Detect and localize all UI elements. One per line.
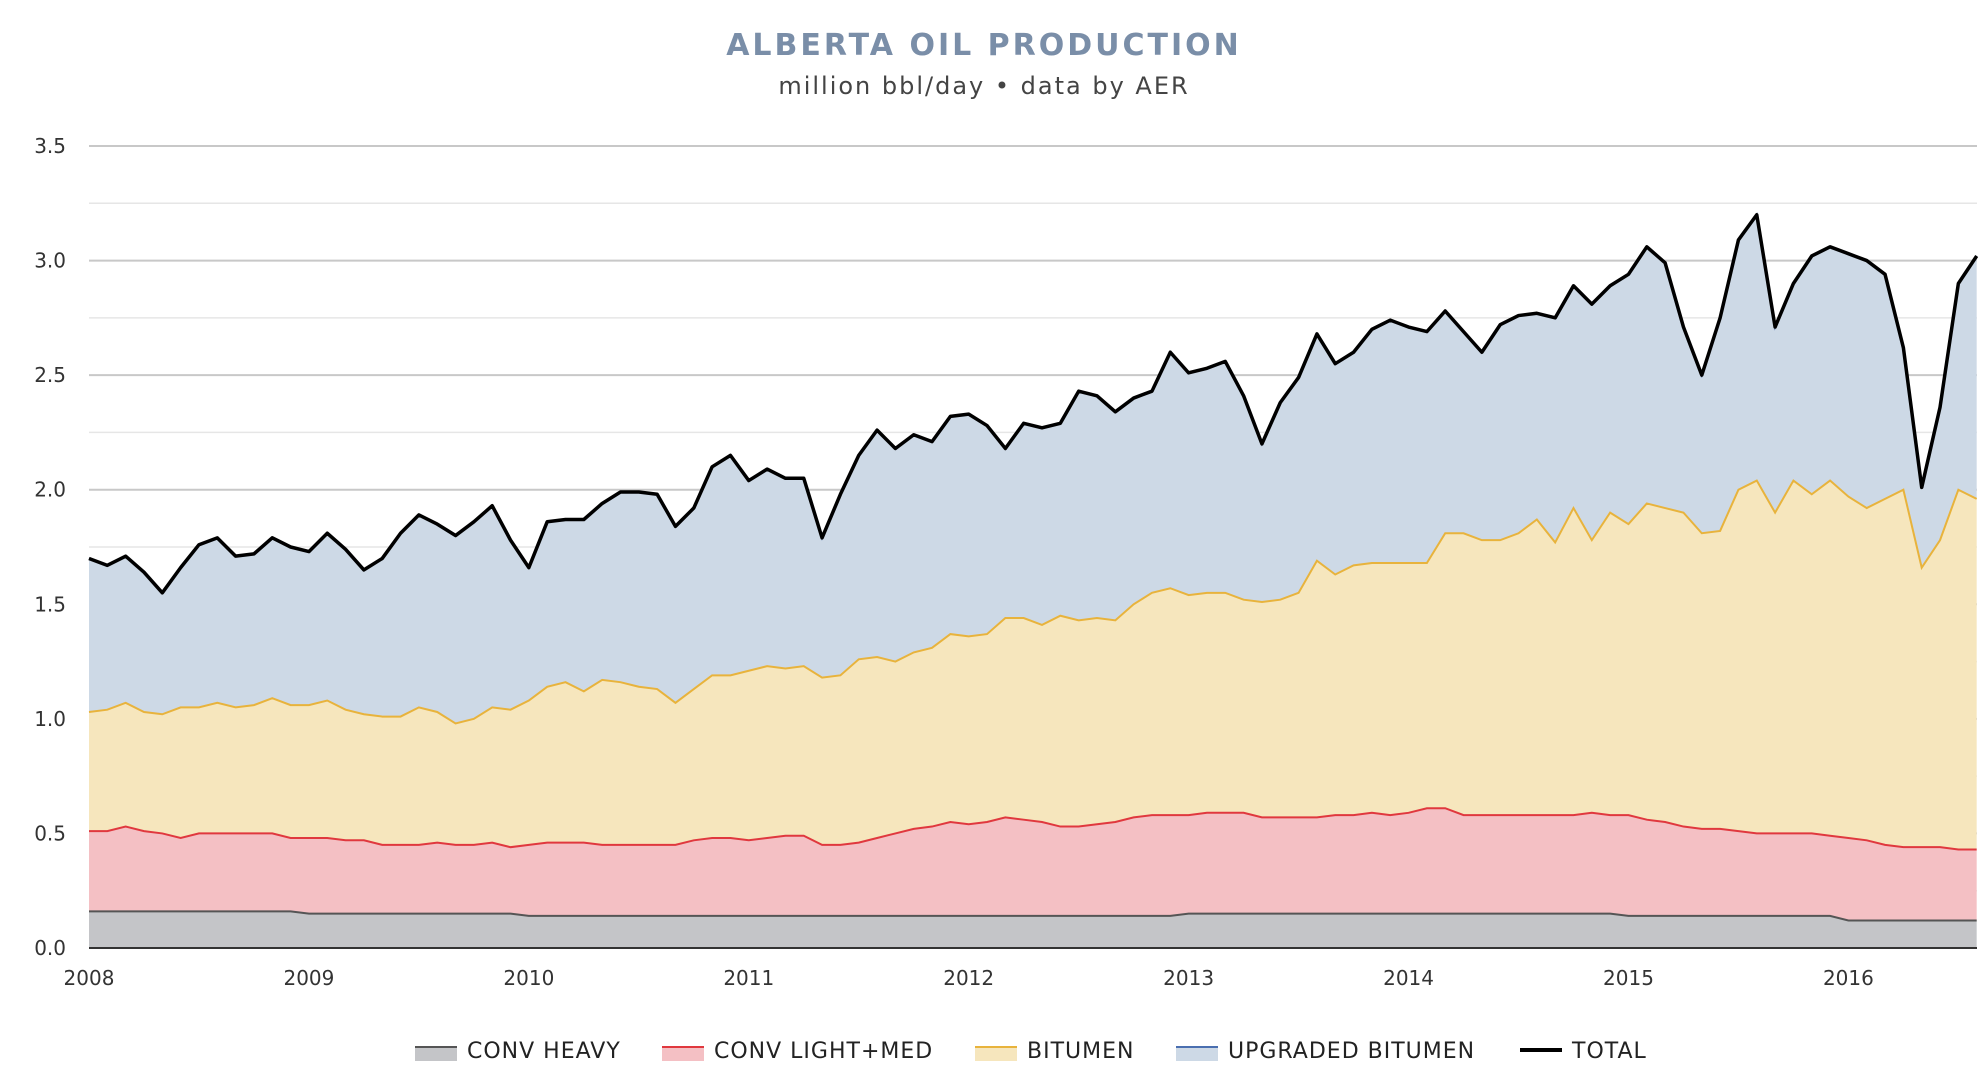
area-conv-light-med [89, 808, 1977, 921]
x-tick-label: 2015 [1603, 966, 1654, 990]
line-conv-heavy [89, 910, 1977, 922]
x-axis: 2008 2009 2010 2011 2012 2013 2014 2015 2016 [64, 947, 1977, 990]
legend-label: TOTAL [1571, 1039, 1647, 1064]
legend-swatch [415, 1047, 457, 1061]
line-conv-light-med [89, 807, 1977, 851]
y-tick-label: 0.5 [34, 821, 66, 845]
y-tick-label: 3.0 [34, 249, 66, 273]
legend-item: UPGRADED BITUMEN [1176, 1039, 1475, 1064]
area-conv-heavy [89, 911, 1977, 948]
y-axis: 0.0 0.5 1.0 1.5 2.0 2.5 3.0 3.5 [34, 134, 66, 960]
x-tick-label: 2010 [503, 966, 554, 990]
x-tick-label: 2013 [1163, 966, 1214, 990]
y-tick-label: 2.5 [34, 363, 66, 387]
x-tick-label: 2011 [723, 966, 774, 990]
x-tick-label: 2016 [1823, 966, 1874, 990]
legend-item: CONV LIGHT+MED [662, 1039, 933, 1064]
line-bitumen [88, 479, 1978, 725]
legend-label: UPGRADED BITUMEN [1228, 1039, 1475, 1064]
area-upgraded-bitumen [89, 214, 1977, 724]
legend-label: BITUMEN [1027, 1039, 1134, 1064]
chart-title: ALBERTA OIL PRODUCTION [726, 28, 1242, 63]
series-lines [88, 212, 1979, 922]
chart-subtitle: million bbl/day • data by AER [778, 72, 1189, 100]
y-tick-label: 0.0 [34, 936, 66, 960]
y-tick-label: 2.0 [34, 478, 66, 502]
x-tick-label: 2014 [1383, 966, 1434, 990]
area-bitumen [89, 480, 1977, 850]
y-tick-label: 3.5 [34, 134, 66, 158]
legend-label: CONV HEAVY [467, 1039, 621, 1064]
legend-swatch [662, 1047, 704, 1061]
legend-item: TOTAL [1520, 1039, 1647, 1064]
x-tick-label: 2008 [64, 966, 115, 990]
legend-label: CONV LIGHT+MED [714, 1039, 933, 1064]
line-total [88, 212, 1979, 595]
x-tick-label: 2012 [943, 966, 994, 990]
legend-swatch [975, 1047, 1017, 1061]
y-tick-label: 1.5 [34, 592, 66, 616]
stacked-areas [89, 214, 1977, 948]
legend: CONV HEAVY CONV LIGHT+MED BITUMEN UPGRADED … [415, 1039, 1647, 1064]
y-tick-label: 1.0 [34, 707, 66, 731]
legend-item: BITUMEN [975, 1039, 1134, 1064]
x-tick-label: 2009 [283, 966, 334, 990]
legend-swatch [1176, 1047, 1218, 1061]
legend-item: CONV HEAVY [415, 1039, 621, 1064]
